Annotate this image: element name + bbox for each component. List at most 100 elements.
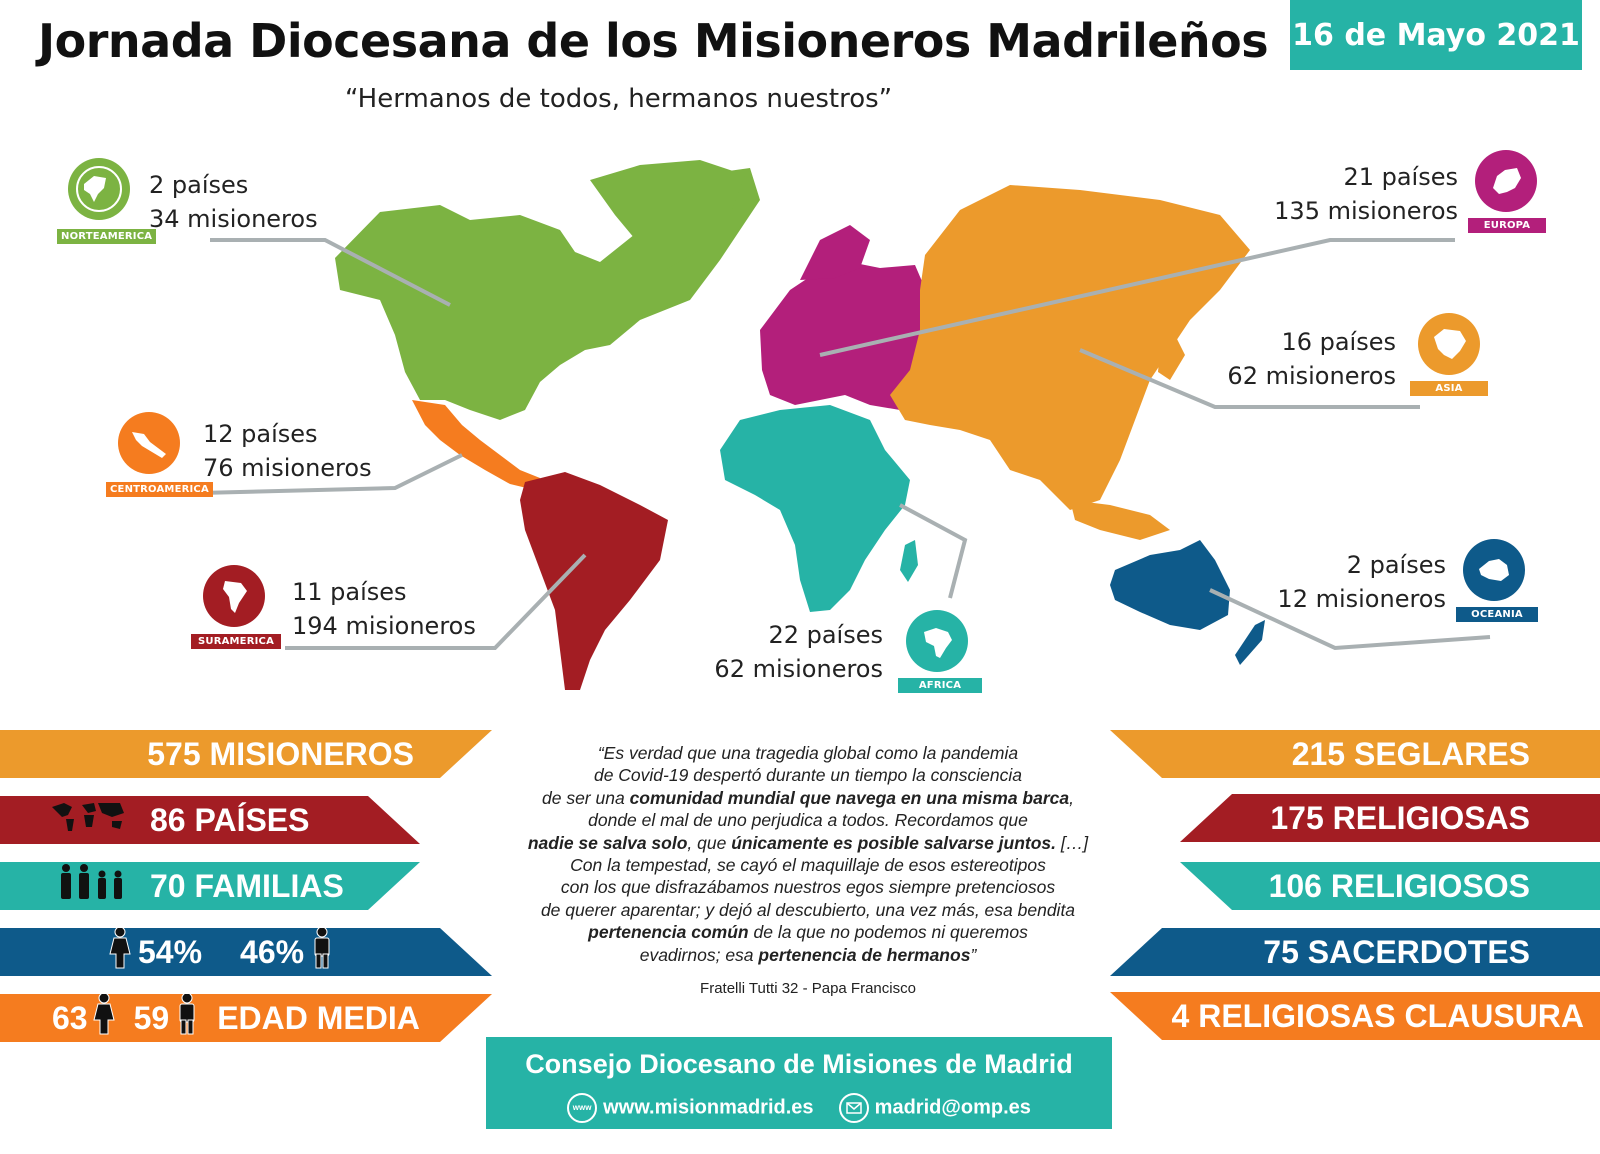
europe-map-icon	[1475, 150, 1537, 212]
man-icon	[310, 926, 334, 978]
label-suramerica: 11 países 194 misioneros	[292, 575, 476, 643]
quote-line: pertenencia común de la que no podemos n…	[488, 921, 1128, 943]
map-suramerica	[520, 472, 668, 690]
priests-text: 75 SACERDOTES	[1263, 933, 1530, 970]
oceania-countries: 2 países	[1346, 551, 1446, 579]
europa-countries: 21 países	[1343, 163, 1458, 191]
tag-europa: EUROPA	[1468, 218, 1546, 233]
world-map-icon	[48, 797, 128, 843]
quote-text: ”	[970, 944, 977, 965]
website-link[interactable]: www.misionmadrid.es	[603, 1096, 814, 1119]
countries-total-text: 86 PAÍSES	[150, 801, 310, 838]
centroamerica-countries: 12 países	[203, 420, 318, 448]
connector-europa	[819, 238, 1455, 357]
quote-text: , que	[687, 832, 732, 853]
tag-oceania: OCEANIA	[1456, 607, 1538, 622]
connector-norteamerica	[210, 238, 451, 307]
quote-emphasis: comunidad mundial que navega en una mism…	[629, 787, 1070, 808]
label-centroamerica: 12 países 76 misioneros	[203, 417, 372, 485]
map-greenland	[590, 160, 745, 270]
norteamerica-missionaries: 34 misioneros	[149, 205, 318, 233]
connector-suramerica	[285, 553, 587, 650]
quote-line: nadie se salva solo, que únicamente es p…	[488, 832, 1128, 854]
label-africa: 22 países 62 misioneros	[650, 618, 883, 686]
globe-americas-icon	[68, 158, 130, 220]
map-centroamerica	[412, 400, 540, 490]
quote-emphasis: pertenencia de hermanos	[758, 944, 971, 965]
email-link[interactable]: madrid@omp.es	[874, 1096, 1031, 1119]
label-europa: 21 países 135 misioneros	[1220, 160, 1458, 228]
quote-line: Con la tempestad, se cayó el maquillaje …	[570, 855, 1046, 876]
band-religious-women: 175 RELIGIOSAS	[1180, 794, 1600, 842]
quote-line: evadirnos; esa pertenencia de hermanos”	[488, 944, 1128, 966]
tag-africa: AFRICA	[898, 678, 982, 693]
quote-line: de ser una comunidad mundial que navega …	[488, 787, 1128, 809]
quote-text: […]	[1056, 832, 1089, 853]
quote-line: con los que disfrazábamos nuestros egos …	[560, 877, 1056, 898]
map-oceania	[1110, 540, 1230, 630]
tag-centroamerica: CENTROAMERICA	[106, 482, 213, 497]
suramerica-countries: 11 países	[292, 578, 407, 606]
band-cloistered-nuns: 4 RELIGIOSAS CLAUSURA	[1110, 992, 1600, 1040]
band-families: 70 FAMILIAS	[0, 862, 420, 910]
asia-countries: 16 países	[1281, 328, 1396, 356]
footer-title: Consejo Diocesano de Misiones de Madrid	[525, 1049, 1073, 1079]
page-title: Jornada Diocesana de los Misioneros Madr…	[38, 14, 1269, 68]
religious-men-text: 106 RELIGIOSOS	[1268, 867, 1530, 904]
map-scandinavia	[800, 225, 870, 280]
tag-asia: ASIA	[1410, 381, 1488, 396]
australia-map-icon	[1463, 539, 1525, 601]
connector-oceania	[1209, 588, 1491, 651]
oceania-missionaries: 12 misioneros	[1277, 585, 1446, 613]
label-oceania: 2 países 12 misioneros	[1210, 548, 1446, 616]
africa-map-icon	[906, 610, 968, 672]
centroamerica-missionaries: 76 misioneros	[203, 454, 372, 482]
quote-line: “Es verdad que una tragedia global como …	[597, 743, 1019, 763]
quote-text: de ser una	[542, 787, 630, 808]
age-women-text: 63	[52, 999, 88, 1036]
age-men-text: 59	[133, 999, 170, 1036]
connector-centroamerica	[199, 453, 463, 495]
envelope-icon	[838, 1093, 869, 1123]
web-icon: www	[567, 1093, 598, 1123]
map-asia-islands	[1070, 500, 1170, 540]
tag-norteamerica: NORTEAMERICA	[57, 229, 157, 244]
map-europa	[760, 262, 930, 410]
quote-text: evadirnos; esa	[639, 944, 759, 965]
connector-africa	[899, 503, 968, 599]
map-newzealand	[1235, 620, 1265, 665]
pct-men-text: 46%	[240, 933, 305, 970]
quote-emphasis: nadie se salva solo	[527, 832, 688, 853]
band-gender: 54% 46%	[0, 928, 492, 976]
world-map	[199, 160, 1491, 690]
suramerica-missionaries: 194 misioneros	[292, 612, 476, 640]
quote-source: Fratelli Tutti 32 - Papa Francisco	[700, 980, 916, 997]
average-age-label: EDAD MEDIA	[217, 999, 420, 1036]
band-priests: 75 SACERDOTES	[1110, 928, 1600, 976]
label-norteamerica: 2 países 34 misioneros	[149, 168, 318, 236]
total-missionaries-text: 575 MISIONEROS	[147, 735, 414, 772]
map-africa	[720, 405, 910, 612]
connector-asia	[1079, 348, 1420, 409]
central-america-map-icon	[118, 412, 180, 474]
cloistered-nuns-text: 4 RELIGIOSAS CLAUSURA	[1171, 997, 1584, 1034]
pct-women-text: 54%	[138, 933, 203, 970]
band-total-missionaries: 575 MISIONEROS	[0, 730, 492, 778]
page-subtitle: “Hermanos de todos, hermanos nuestros”	[345, 84, 893, 114]
quote-emphasis: pertenencia común	[588, 922, 749, 943]
band-average-age: 63 59 EDAD MEDIA	[0, 994, 492, 1042]
europa-missionaries: 135 misioneros	[1274, 197, 1458, 225]
label-asia: 16 países 62 misioneros	[1160, 325, 1396, 393]
footer-links: www www.misionmadrid.es madrid@omp.es	[486, 1093, 1112, 1123]
asia-missionaries: 62 misioneros	[1227, 362, 1396, 390]
map-madagascar	[900, 540, 918, 582]
map-asia	[890, 185, 1250, 510]
africa-missionaries: 62 misioneros	[714, 655, 883, 683]
africa-countries: 22 países	[768, 621, 883, 649]
band-countries: 86 PAÍSES	[0, 796, 420, 844]
laity-text: 215 SEGLARES	[1291, 735, 1530, 772]
date-banner: 16 de Mayo 2021	[1290, 0, 1582, 70]
family-icon	[58, 862, 128, 910]
quote-block: “Es verdad que una tragedia global como …	[488, 742, 1128, 966]
quote-emphasis: únicamente es posible salvarse juntos.	[731, 832, 1057, 853]
